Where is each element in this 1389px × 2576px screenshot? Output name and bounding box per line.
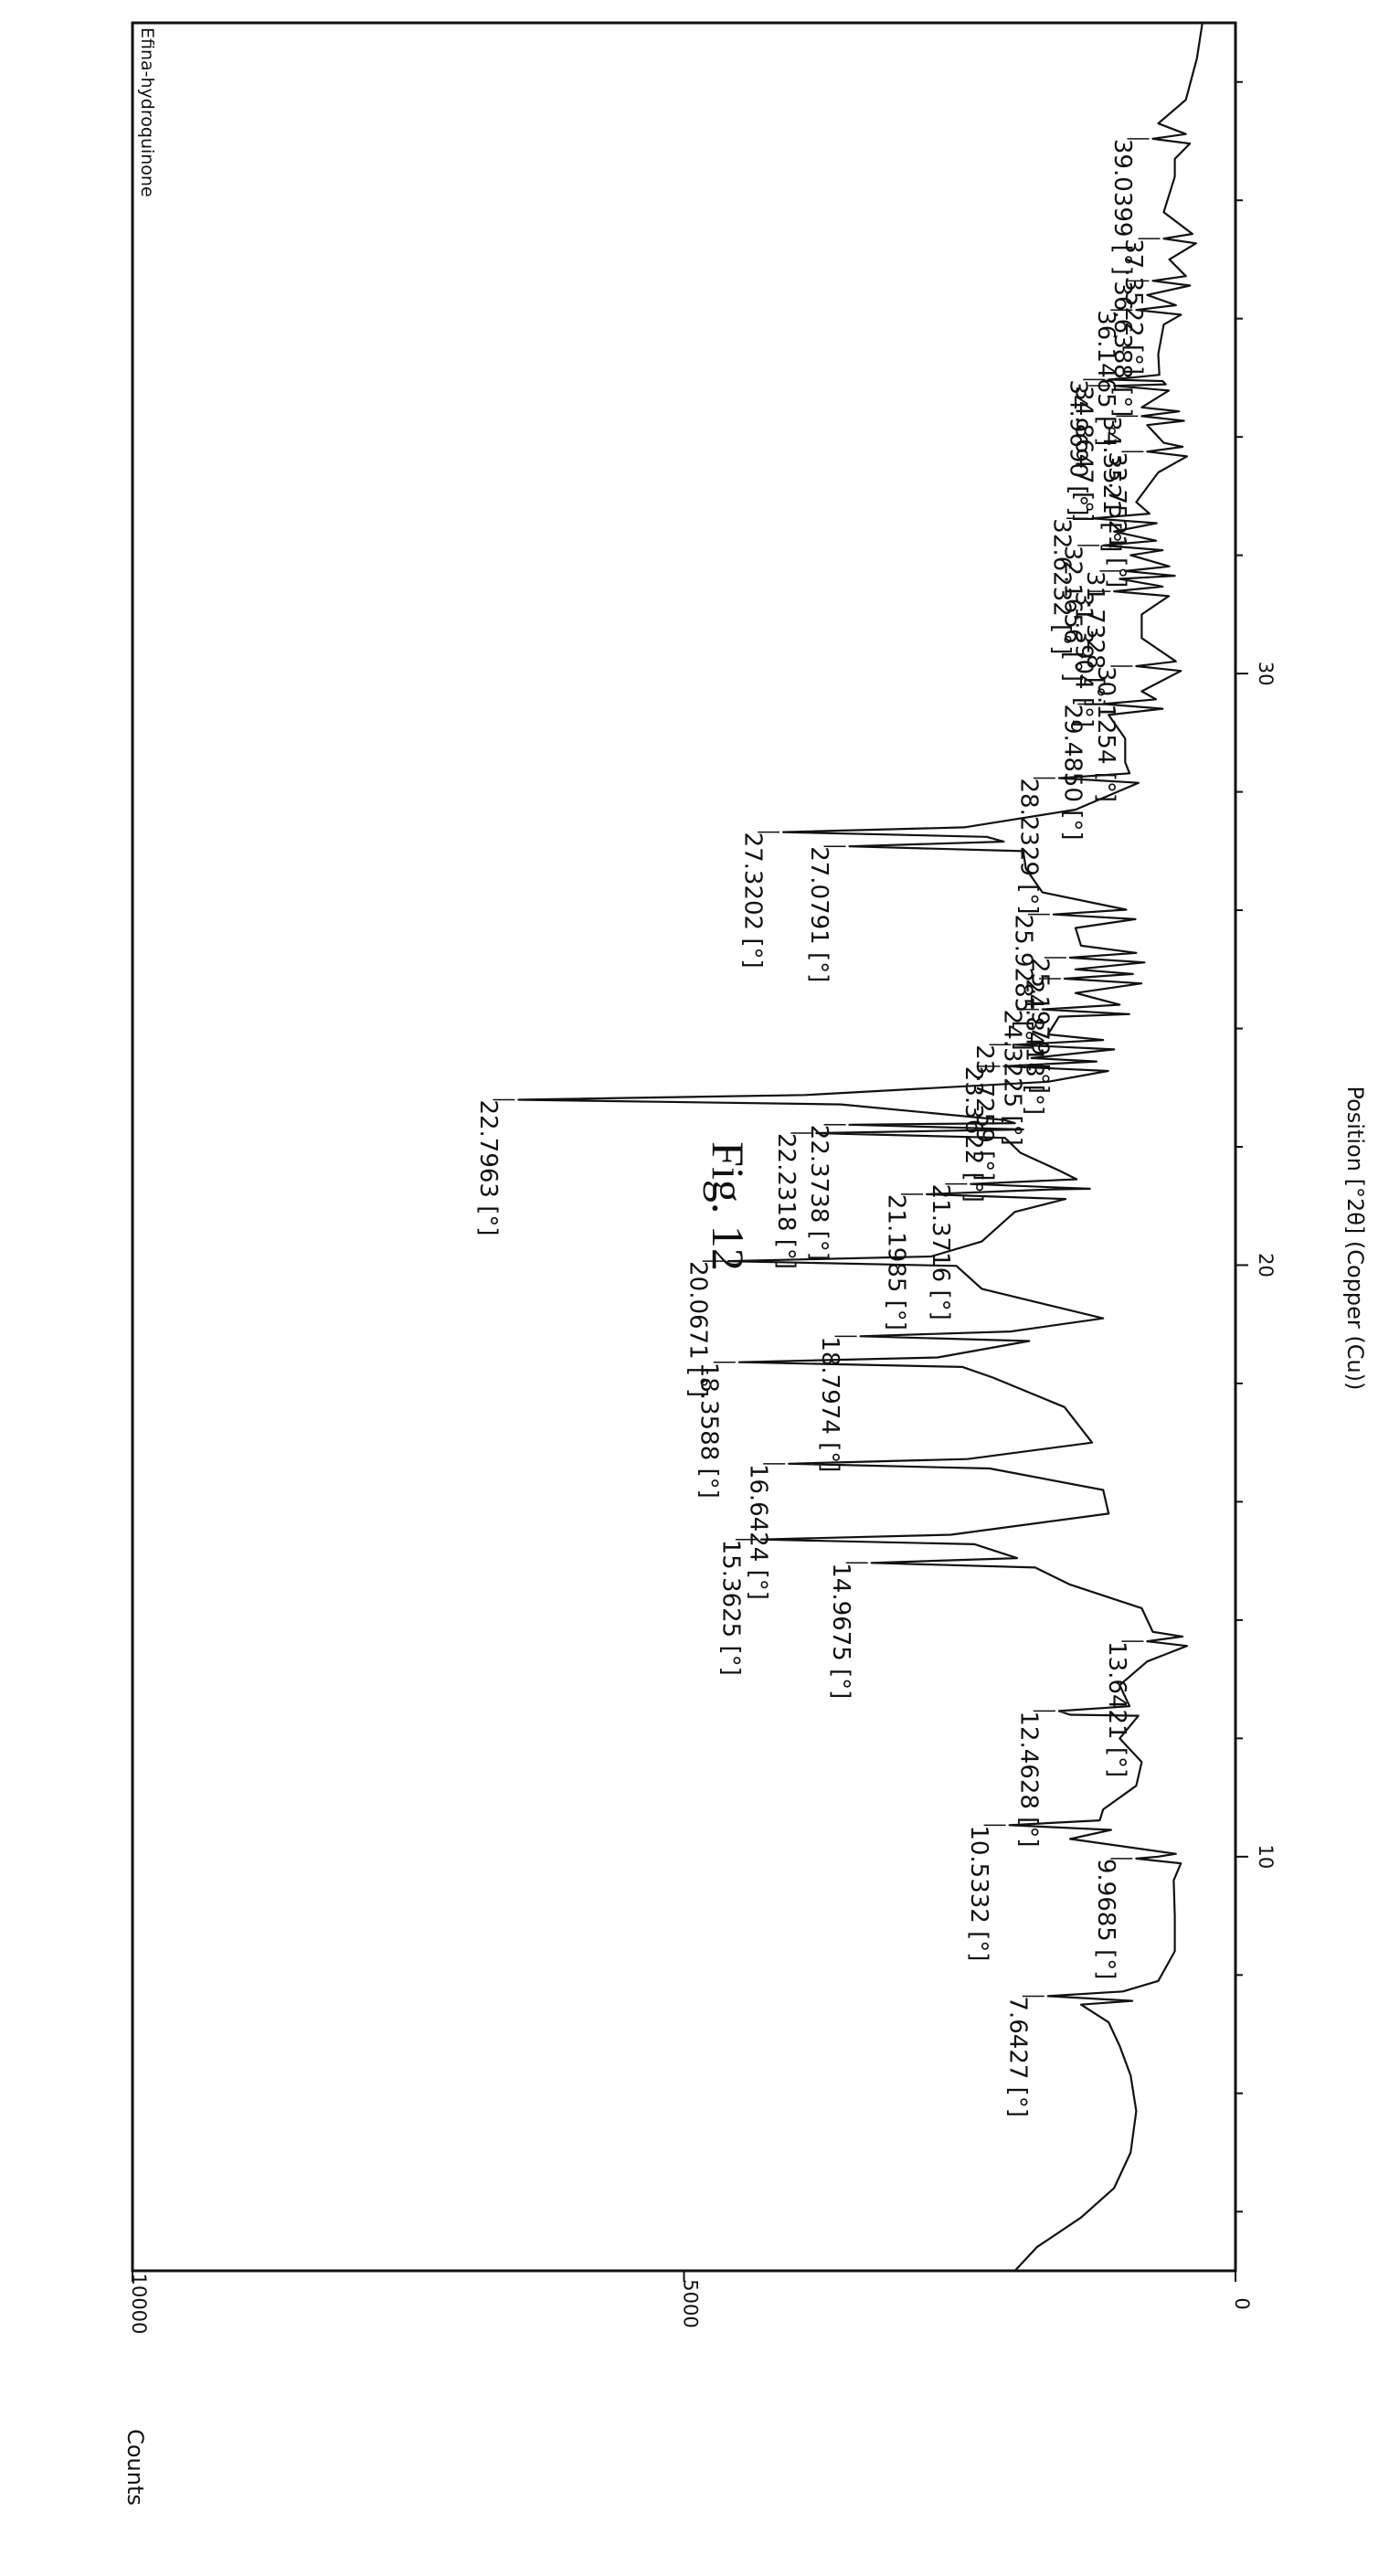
peak-label: 24.3225 [°] <box>998 1010 1025 1146</box>
x-tick-label: 20 <box>1255 1253 1277 1277</box>
peak-label: 24.8418 [°] <box>1020 979 1047 1115</box>
peak-label: 25.1979 [°] <box>1025 958 1053 1094</box>
peak-label: 23.3622 [°] <box>960 1066 987 1203</box>
y-axis-title: Counts <box>122 2429 148 2506</box>
peak-label: 29.4850 [°] <box>1059 704 1087 840</box>
peak-label: 25.9285 [°] <box>1009 915 1036 1051</box>
peak-label: 34.9690 [°] <box>1065 379 1092 515</box>
figure-title: Fig. 12 <box>703 1141 754 1271</box>
plot-frame <box>131 21 1237 2273</box>
peak-label: 34.3521 [°] <box>1097 416 1125 552</box>
peak-label: 27.3202 [°] <box>739 832 767 969</box>
peak-label: 23.7259 [°] <box>970 1044 998 1181</box>
y-axis: 0 5000 10000 <box>128 2271 1253 2334</box>
peak-label: 39.0399 [°] <box>1108 139 1136 275</box>
peak-label: 32.1656 [°] <box>1059 546 1087 682</box>
y-tick-label: 0 <box>1231 2297 1253 2309</box>
x-axis-title: Position [°2θ] (Copper (Cu)) <box>1342 1087 1368 1391</box>
peak-label: 31.7328 [°] <box>1081 571 1108 707</box>
peak-label: 37.3522 [°] <box>1119 239 1147 375</box>
diffraction-pattern-line <box>517 22 1203 2272</box>
peak-label: 10.5332 [°] <box>965 1825 992 1961</box>
peak-label: 28.2329 [°] <box>1014 779 1042 915</box>
peak-label: 21.3716 [°] <box>927 1184 954 1320</box>
peak-label: 34.8647 [°] <box>1070 386 1097 522</box>
peak-label: 16.6424 [°] <box>745 1464 772 1600</box>
peak-label: 32.6232 [°] <box>1048 518 1076 654</box>
peak-label: 12.4628 [°] <box>1014 1711 1042 1847</box>
x-tick-label: 30 <box>1255 662 1277 686</box>
peak-label: 18.3588 [°] <box>694 1362 722 1499</box>
peak-label: 21.1985 [°] <box>883 1194 910 1330</box>
peak-label: 14.9675 [°] <box>827 1563 854 1699</box>
peak-label: 22.7963 [°] <box>474 1099 502 1235</box>
peak-label: 36.1465 [°] <box>1092 310 1119 446</box>
peak-label: 36.6388 [°] <box>1108 281 1136 417</box>
peak-label: 9.9685 [°] <box>1092 1859 1119 1980</box>
x-axis: 10 20 30 <box>1235 80 1277 2213</box>
peak-label: 33.7521 [°] <box>1103 451 1130 588</box>
y-tick-label: 10000 <box>128 2274 150 2335</box>
peak-label: 15.3625 [°] <box>716 1540 744 1676</box>
peak-label: 7.6427 [°] <box>1003 1996 1031 2117</box>
x-tick-label: 10 <box>1255 1844 1277 1869</box>
sample-label: Efina-hydroquinone <box>137 27 157 197</box>
peak-label: 22.2318 [°] <box>772 1133 800 1269</box>
peak-label: 18.7974 [°] <box>816 1336 843 1472</box>
y-tick-label: 5000 <box>680 2279 702 2327</box>
peak-label: 22.3738 [°] <box>805 1125 832 1261</box>
peak-labels: 7.6427 [°] 9.9685 [°] 10.5332 [°] 12.4628 [… <box>474 138 1161 2117</box>
peak-label: 20.0671 [°] <box>684 1261 711 1397</box>
peak-label: 30.1254 [°] <box>1092 666 1119 802</box>
peak-label: 27.0791 [°] <box>805 846 832 982</box>
peak-label: 31.3904 [°] <box>1070 591 1097 727</box>
peak-label: 13.6421 [°] <box>1103 1641 1130 1777</box>
